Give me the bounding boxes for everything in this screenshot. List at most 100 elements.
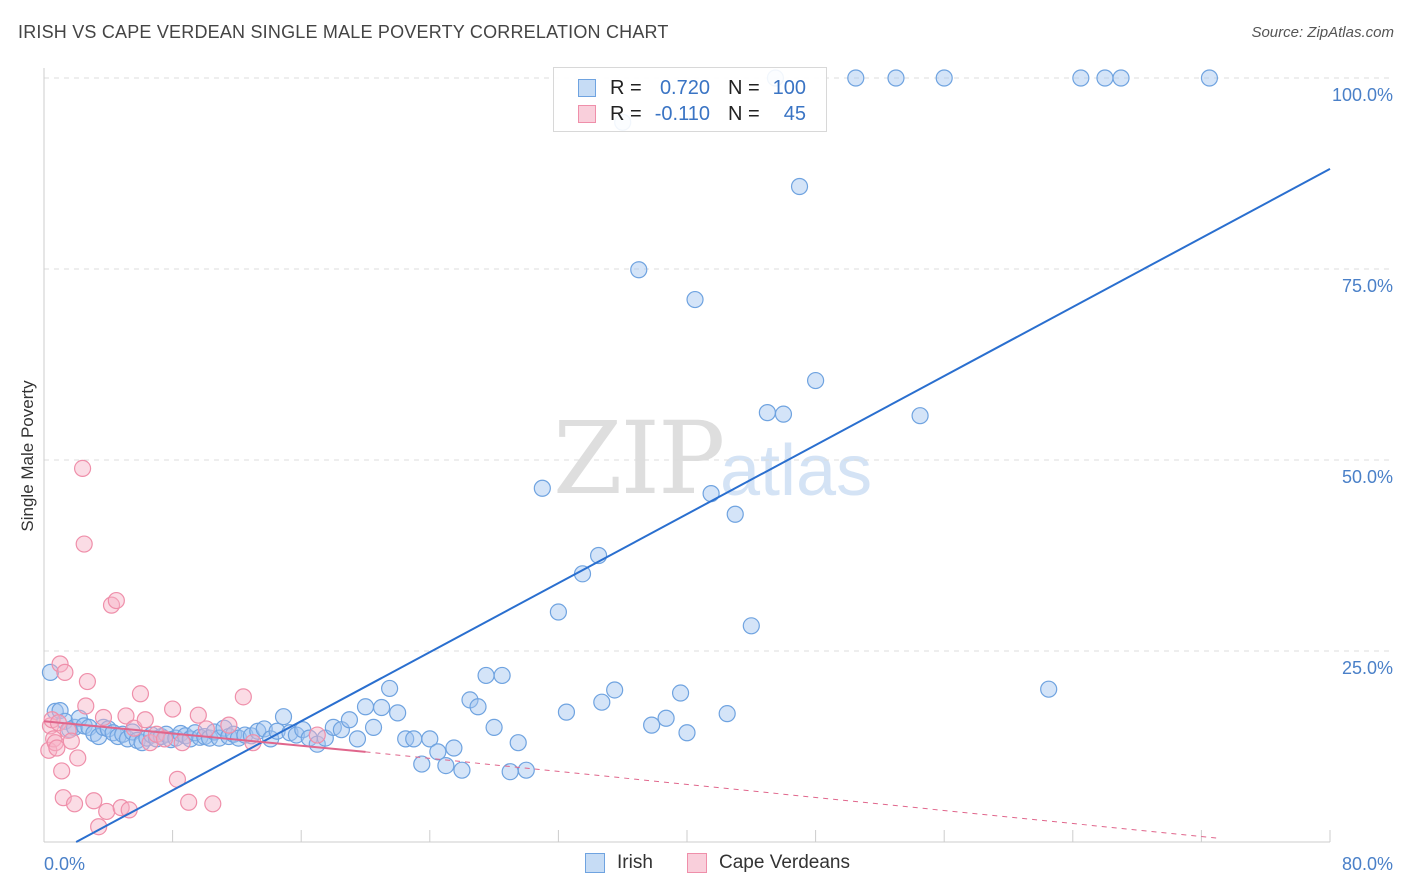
correlation-legend: R = 0.720 N = 100 R = -0.110 N = 45 xyxy=(553,67,827,132)
cape-verdean-point xyxy=(204,795,222,813)
irish-point xyxy=(657,709,675,727)
irish-point xyxy=(485,718,503,737)
legend-n-label: N = xyxy=(728,102,760,125)
cape-verdean-point xyxy=(69,749,87,767)
legend-n-label: N = xyxy=(728,76,760,99)
cape-verdean-point xyxy=(77,697,95,715)
irish-point xyxy=(911,407,929,425)
irish-point xyxy=(453,761,471,779)
cape-legend-icon xyxy=(687,853,707,873)
irish-point xyxy=(469,698,487,716)
irish-point xyxy=(445,739,463,757)
irish-point xyxy=(421,730,439,748)
y-tick-label: 100.0% xyxy=(1332,85,1393,105)
irish-point xyxy=(643,716,661,734)
irish-point xyxy=(1096,69,1114,87)
cape-verdean-point xyxy=(147,725,166,743)
irish-point xyxy=(1200,69,1219,87)
irish-point xyxy=(593,693,611,711)
irish-point xyxy=(1112,69,1130,87)
cape-verdean-point xyxy=(197,720,215,738)
cape-verdean-point xyxy=(94,708,113,727)
irish-point xyxy=(557,703,576,721)
cape-verdean-point xyxy=(48,739,66,757)
irish-point xyxy=(493,666,511,685)
irish-point xyxy=(678,724,696,742)
irish-point xyxy=(887,69,905,87)
cape-verdean-point xyxy=(173,734,191,752)
irish-point xyxy=(429,743,447,761)
irish-point xyxy=(405,730,423,748)
irish-point xyxy=(509,734,527,752)
irish-point xyxy=(437,756,455,775)
irish-point xyxy=(381,679,399,698)
irish-point xyxy=(758,404,776,422)
y-tick-label: 75.0% xyxy=(1342,276,1393,296)
irish-point xyxy=(549,603,568,621)
irish-point xyxy=(255,720,273,738)
cape-verdean-point xyxy=(308,726,326,744)
irish-point xyxy=(274,708,293,726)
watermark-zip: ZIP xyxy=(553,400,725,517)
legend-row-cape: R = -0.110 N = 45 xyxy=(578,102,806,126)
series-legend: Irish Cape Verdeans xyxy=(0,852,1406,876)
legend-row-irish: R = 0.720 N = 100 xyxy=(578,76,806,100)
irish-point xyxy=(686,290,704,309)
cape-trendline xyxy=(43,720,366,753)
irish-swatch-icon xyxy=(578,79,596,97)
y-tick-label: 50.0% xyxy=(1342,467,1393,487)
irish-point xyxy=(356,698,375,716)
irish-point xyxy=(364,718,383,737)
irish-point xyxy=(340,711,359,729)
x-tick-label: 0.0% xyxy=(44,854,85,874)
legend-item-cape: Cape Verdeans xyxy=(687,852,850,874)
irish-point xyxy=(477,666,495,685)
cape-verdean-point xyxy=(189,706,207,724)
legend-irish-label: Irish xyxy=(617,852,653,873)
cape-verdean-point xyxy=(53,762,71,780)
legend-r-label: R = xyxy=(610,76,642,99)
cape-verdean-point xyxy=(234,688,252,706)
cape-verdean-point xyxy=(78,672,97,691)
cape-verdean-point xyxy=(75,535,93,553)
irish-point xyxy=(1040,680,1058,698)
irish-trendline xyxy=(75,168,1331,843)
cape-verdean-point xyxy=(155,730,174,748)
irish-point xyxy=(606,681,624,699)
irish-point xyxy=(790,177,809,196)
irish-point xyxy=(533,479,551,497)
y-tick-label: 25.0% xyxy=(1342,658,1393,678)
irish-point xyxy=(806,371,825,390)
cape-verdean-point xyxy=(102,596,121,614)
irish-point xyxy=(389,704,407,722)
cape-verdean-point xyxy=(59,721,77,740)
irish-point xyxy=(935,69,953,87)
cape-verdean-point xyxy=(220,716,238,734)
cape-verdean-point xyxy=(51,655,69,673)
cape-verdean-point xyxy=(62,732,80,750)
source-label: Source: ZipAtlas.com xyxy=(1251,24,1394,41)
cape-verdean-point xyxy=(136,711,154,729)
legend-item-irish: Irish xyxy=(585,852,653,874)
irish-point xyxy=(671,684,690,702)
irish-point xyxy=(348,730,367,748)
legend-r-value: -0.110 xyxy=(654,102,710,125)
cape-verdean-point xyxy=(180,793,198,811)
cape-trendline-extension xyxy=(365,751,1218,839)
legend-r-label: R = xyxy=(610,102,642,125)
cape-verdean-point xyxy=(98,802,116,821)
irish-point xyxy=(517,761,535,779)
cape-verdean-point xyxy=(56,663,74,681)
chart-title: IRISH VS CAPE VERDEAN SINGLE MALE POVERT… xyxy=(18,22,669,42)
irish-point xyxy=(718,705,736,723)
cape-verdean-point xyxy=(131,685,150,703)
cape-swatch-icon xyxy=(578,105,596,123)
irish-point xyxy=(372,698,391,717)
legend-cape-label: Cape Verdeans xyxy=(719,852,850,873)
irish-point xyxy=(1072,69,1090,87)
irish-legend-icon xyxy=(585,853,605,873)
cape-verdean-point xyxy=(65,795,84,813)
irish-point xyxy=(413,755,431,773)
watermark-atlas: atlas xyxy=(720,431,873,511)
